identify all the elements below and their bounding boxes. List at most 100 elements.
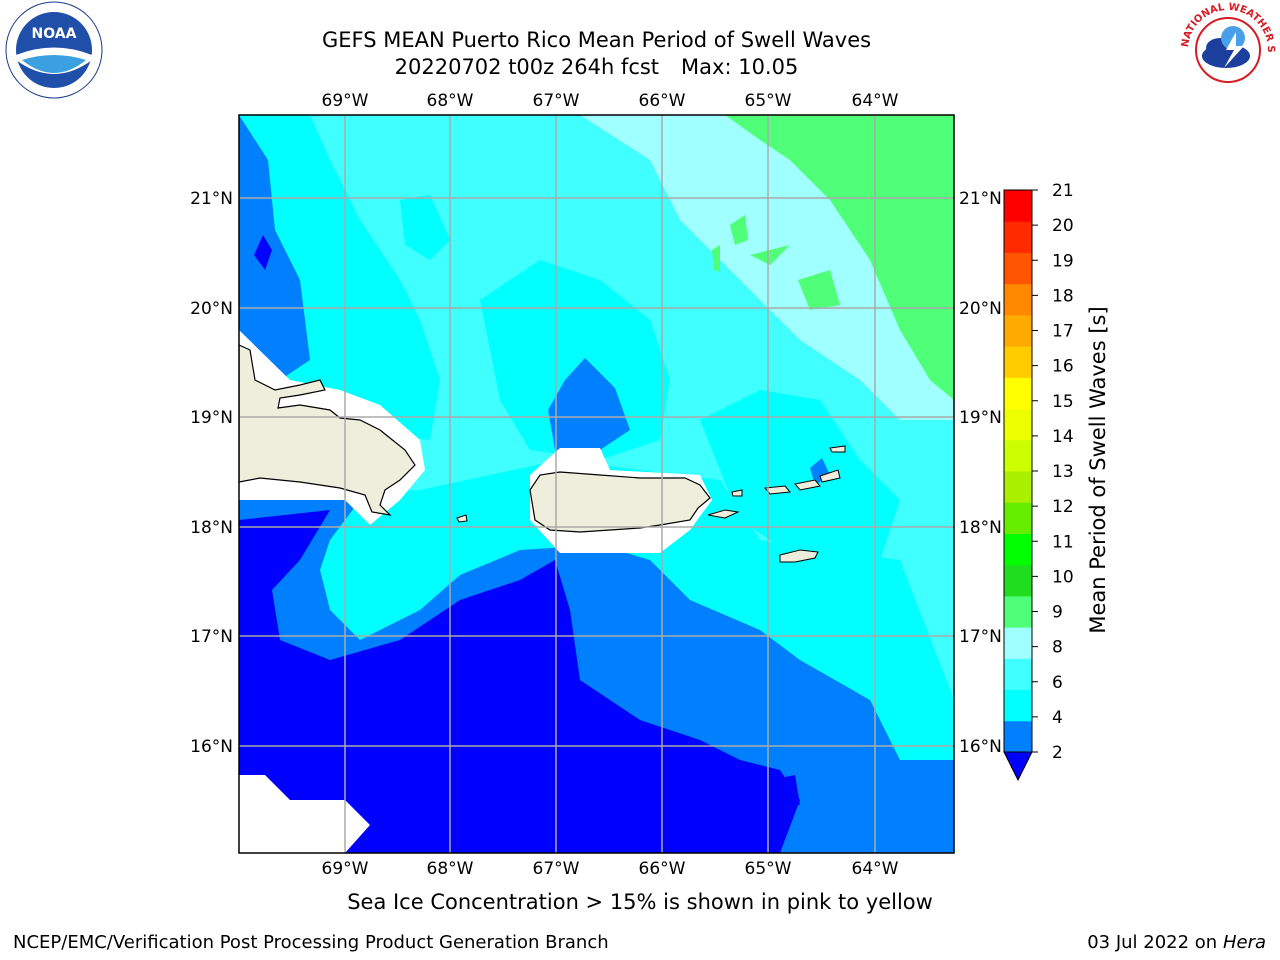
colorbar-tick-label: 15	[1052, 392, 1074, 412]
lat-label-right: 19°N	[959, 408, 1002, 428]
colorbar-tick-label: 14	[1052, 427, 1074, 447]
lat-label-left: 19°N	[190, 408, 233, 428]
title-line-1: GEFS MEAN Puerto Rico Mean Period of Swe…	[321, 28, 872, 52]
footer-branch: NCEP/EMC/Verification Post Processing Pr…	[13, 932, 609, 953]
map-frame	[238, 114, 955, 854]
colorbar-tick-label: 6	[1052, 673, 1063, 693]
colorbar-segment	[1004, 377, 1032, 410]
lon-label-top: 69°W	[322, 91, 369, 111]
colorbar-segment	[1004, 595, 1032, 628]
lat-label-left: 20°N	[190, 299, 233, 319]
nws-logo: NATIONAL WEATHER SERVICE	[1174, 0, 1278, 100]
band-9-10-spot-4	[712, 245, 720, 272]
footer-date: 03 Jul 2022 on Hera	[1087, 932, 1266, 953]
sea-ice-note: Sea Ice Concentration > 15% is shown in …	[347, 890, 933, 914]
colorbar-segment	[1004, 471, 1032, 503]
colorbar-segment	[1004, 314, 1032, 347]
lat-label-right: 18°N	[959, 518, 1002, 538]
swell-period-field	[239, 115, 954, 853]
lon-labels-bottom: 69°W 68°W 67°W 66°W 65°W 64°W	[322, 859, 899, 879]
colorbar-tick-label: 12	[1052, 497, 1074, 517]
puerto-rico-land	[529, 471, 711, 533]
lat-label-left: 17°N	[190, 627, 233, 647]
colorbar-segment	[1004, 689, 1032, 722]
colorbar-tick-label: 16	[1052, 357, 1074, 377]
lon-label-top: 68°W	[427, 91, 474, 111]
colorbar-tick-label: 2	[1052, 743, 1063, 763]
colorbar-tick-label: 20	[1052, 216, 1074, 236]
noaa-logo-text: NOAA	[32, 26, 77, 42]
lat-label-right: 17°N	[959, 627, 1002, 647]
colorbar-segment	[1004, 346, 1032, 378]
band-9-10-spot-3	[750, 245, 790, 265]
colorbar-tick-label: 17	[1052, 322, 1074, 342]
colorbar-segment	[1004, 283, 1032, 316]
lat-labels-right: 21°N 20°N 19°N 18°N 17°N 16°N	[959, 189, 1002, 757]
lat-label-left: 16°N	[190, 737, 233, 757]
forecast-max: Max: 10.05	[681, 55, 799, 79]
colorbar-tick-label: 19	[1052, 251, 1074, 271]
colorbar-tick-label: 11	[1052, 532, 1074, 552]
colorbar-extend-arrow	[1003, 751, 1033, 782]
footer-date-text: 03 Jul 2022 on	[1087, 932, 1218, 953]
forecast-date: 20220702 t00z 264h fcst	[394, 55, 660, 79]
footer-host: Hera	[1222, 932, 1266, 953]
lon-label-bottom: 67°W	[533, 859, 580, 879]
colorbar-tick-label: 10	[1052, 567, 1074, 587]
vieques-land	[707, 509, 740, 519]
band-0-2-east-spot	[770, 775, 800, 805]
colorbar-tick-label: 4	[1052, 708, 1063, 728]
lon-label-top: 64°W	[852, 91, 899, 111]
colorbar-segment	[1004, 408, 1032, 441]
band-9-10-spot-2	[798, 270, 840, 310]
colorbar-tick-label: 9	[1052, 603, 1063, 623]
graticule	[239, 115, 954, 853]
lat-label-right: 21°N	[959, 189, 1002, 209]
colorbar-tick-label: 13	[1052, 462, 1074, 482]
st-croix-land	[779, 549, 819, 563]
band-2-4-nw	[239, 115, 310, 380]
hispaniola-land	[239, 344, 416, 516]
lon-label-top: 67°W	[533, 91, 580, 111]
lon-label-bottom: 69°W	[322, 859, 369, 879]
colorbar-segment	[1004, 627, 1032, 659]
colorbar-tick-label: 18	[1052, 286, 1074, 306]
colorbar-segment	[1004, 190, 1032, 222]
colorbar-tick-label: 21	[1052, 181, 1074, 201]
virgin-islands-land	[731, 445, 846, 497]
band-2-4-center	[548, 358, 630, 450]
lat-label-right: 16°N	[959, 737, 1002, 757]
mona-island-land	[456, 514, 468, 523]
colorbar-segment	[1004, 221, 1032, 253]
colorbar-tick-label: 8	[1052, 638, 1063, 658]
band-0-2-south	[239, 510, 800, 853]
colorbar-segment	[1004, 533, 1032, 566]
colorbar-segment	[1004, 439, 1032, 472]
lat-label-left: 18°N	[190, 518, 233, 538]
lon-label-top: 65°W	[745, 91, 792, 111]
lon-label-bottom: 66°W	[639, 859, 686, 879]
lat-label-right: 20°N	[959, 299, 1002, 319]
lon-label-bottom: 68°W	[427, 859, 474, 879]
band-4-6-island-w	[400, 195, 450, 260]
colorbar-segment	[1004, 564, 1032, 597]
colorbar-segment	[1004, 658, 1032, 691]
masked-sw-corner	[239, 775, 370, 853]
colorbar: 2 4 6 8 9 10 11 12 13 14 15 16 17 18 19 20 21	[1003, 181, 1074, 782]
band-0-2-nw-spot	[254, 235, 272, 270]
title-line-2: 20220702 t00z 264h fcst Max: 10.05	[0, 54, 1193, 80]
noaa-logo: NOAA	[4, 0, 104, 100]
colorbar-segment	[1004, 720, 1032, 753]
colorbar-segment	[1004, 252, 1032, 285]
lon-label-top: 66°W	[639, 91, 686, 111]
lat-label-left: 21°N	[190, 189, 233, 209]
band-9-10-ne	[725, 115, 954, 400]
colorbar-segment	[1004, 502, 1032, 534]
band-9-10-spot-1	[730, 215, 748, 245]
lon-label-bottom: 64°W	[852, 859, 899, 879]
lat-labels-left: 21°N 20°N 19°N 18°N 17°N 16°N	[190, 189, 233, 757]
band-4-6-east	[700, 390, 900, 560]
colorbar-label: Mean Period of Swell Waves [s]	[1086, 306, 1110, 633]
lon-labels-top: 69°W 68°W 67°W 66°W 65°W 64°W	[322, 91, 899, 111]
